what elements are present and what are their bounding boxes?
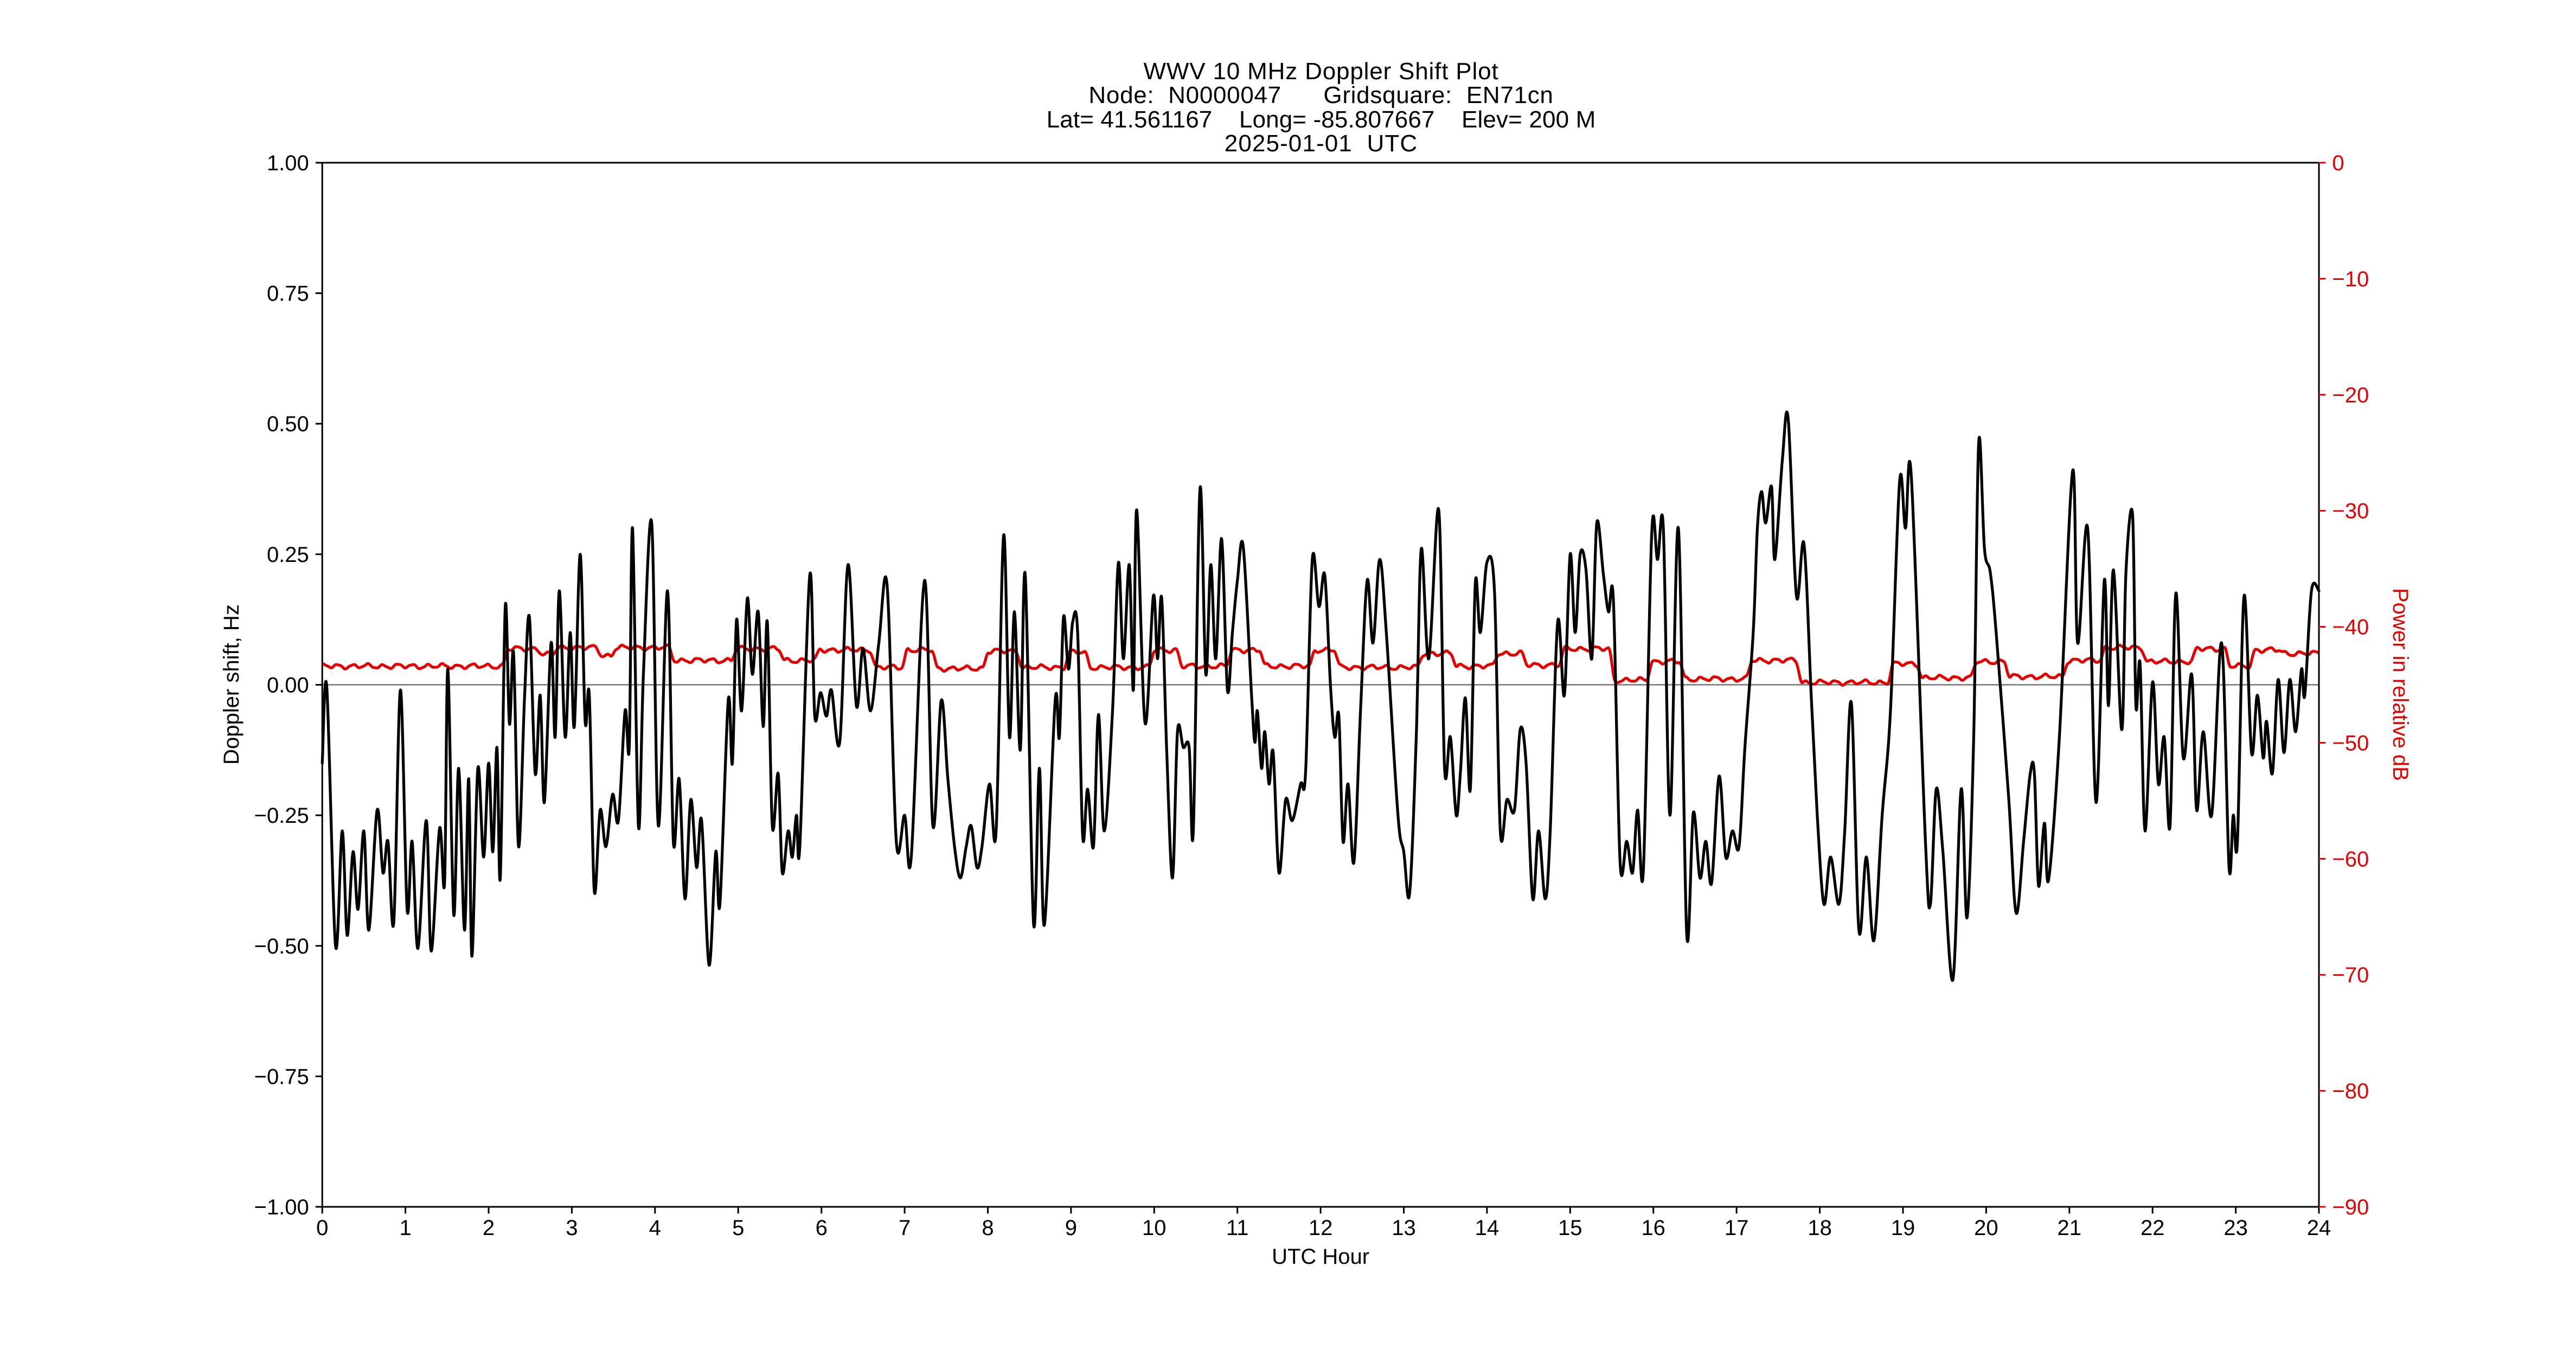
svg-text:18: 18: [1808, 1216, 1832, 1240]
svg-text:0.75: 0.75: [267, 282, 309, 306]
svg-text:−90: −90: [2332, 1195, 2369, 1219]
svg-text:Power in relative dB: Power in relative dB: [2388, 588, 2412, 781]
svg-text:−30: −30: [2332, 500, 2369, 523]
svg-text:−70: −70: [2332, 963, 2369, 987]
svg-text:2: 2: [483, 1216, 495, 1240]
svg-text:22: 22: [2141, 1216, 2165, 1240]
svg-text:7: 7: [899, 1216, 911, 1240]
svg-text:−50: −50: [2332, 731, 2369, 755]
svg-text:6: 6: [816, 1216, 828, 1240]
svg-text:8: 8: [982, 1216, 994, 1240]
svg-text:Node: N0000047 Gridsquar: Node: N0000047 Gridsquare: EN71cn: [1088, 82, 1553, 108]
svg-text:−0.75: −0.75: [254, 1065, 309, 1089]
svg-text:0.50: 0.50: [267, 412, 309, 436]
svg-text:20: 20: [1974, 1216, 1998, 1240]
svg-text:3: 3: [566, 1216, 578, 1240]
svg-text:Doppler shift, Hz: Doppler shift, Hz: [220, 604, 243, 765]
svg-text:Lat= 41.561167 Long= -85.80: Lat= 41.561167 Long= -85.807667 Elev= 20…: [1047, 106, 1596, 133]
svg-text:4: 4: [649, 1216, 661, 1240]
svg-text:9: 9: [1065, 1216, 1077, 1240]
svg-text:19: 19: [1891, 1216, 1915, 1240]
svg-text:21: 21: [2058, 1216, 2082, 1240]
svg-text:−60: −60: [2332, 847, 2369, 871]
svg-text:14: 14: [1475, 1216, 1500, 1240]
svg-text:11: 11: [1226, 1216, 1249, 1240]
svg-text:0.25: 0.25: [267, 543, 309, 567]
svg-text:17: 17: [1725, 1216, 1749, 1240]
svg-text:16: 16: [1641, 1216, 1665, 1240]
svg-text:−10: −10: [2332, 267, 2369, 291]
svg-text:UTC Hour: UTC Hour: [1272, 1245, 1369, 1269]
svg-text:1: 1: [399, 1216, 411, 1240]
svg-text:−1.00: −1.00: [254, 1195, 309, 1219]
svg-text:−0.25: −0.25: [254, 804, 309, 828]
svg-text:WWV 10 MHz Doppler Shift Plot: WWV 10 MHz Doppler Shift Plot: [1144, 58, 1499, 85]
svg-text:−40: −40: [2332, 616, 2369, 639]
svg-text:0: 0: [2332, 151, 2344, 175]
svg-text:2025-01-01 UTC: 2025-01-01 UTC: [1225, 130, 1418, 157]
svg-text:5: 5: [732, 1216, 744, 1240]
svg-text:0.00: 0.00: [267, 674, 309, 698]
svg-text:10: 10: [1142, 1216, 1167, 1240]
svg-text:−20: −20: [2332, 383, 2369, 407]
svg-text:12: 12: [1309, 1216, 1333, 1240]
svg-text:1.00: 1.00: [267, 151, 309, 175]
svg-text:0: 0: [316, 1216, 328, 1240]
svg-text:13: 13: [1392, 1216, 1416, 1240]
svg-text:−0.50: −0.50: [254, 935, 309, 958]
svg-text:24: 24: [2307, 1216, 2331, 1240]
svg-text:15: 15: [1558, 1216, 1582, 1240]
svg-text:23: 23: [2223, 1216, 2248, 1240]
svg-text:−80: −80: [2332, 1079, 2369, 1103]
